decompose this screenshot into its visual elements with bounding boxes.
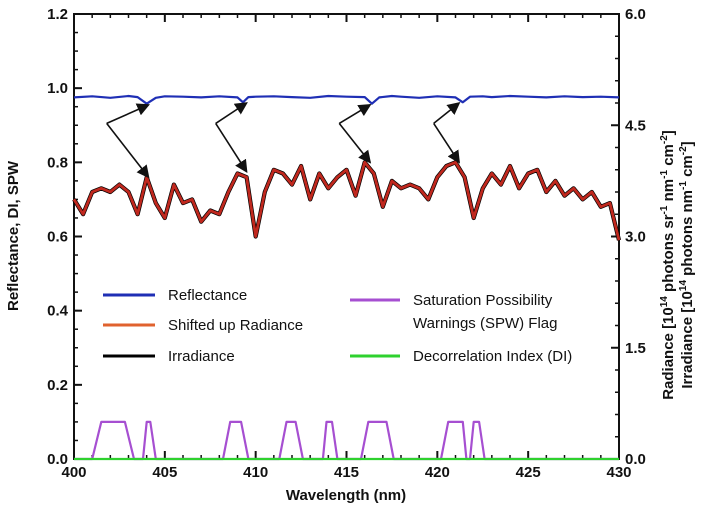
x-tick-label: 415 (334, 464, 359, 481)
reflectance-line (73, 94, 620, 105)
x-tick-label: 430 (606, 464, 631, 481)
annotation-arrow (106, 103, 150, 125)
y-left-tick-label: 0.4 (47, 303, 69, 320)
y-right-axis-label-radiance: Radiance [1014 photons sr-1 nm-1 cm-2] (659, 130, 677, 400)
legend-label-di: Decorrelation Index (DI) (413, 348, 572, 365)
y-right-tick-label: 3.0 (625, 229, 646, 246)
x-ticks: 400 405 410 415 420 425 430 (61, 14, 632, 481)
y-right-tick-label: 1.5 (625, 340, 646, 357)
legend-label-spw-line2: Warnings (SPW) Flag (413, 315, 557, 332)
plot-frame (73, 13, 620, 460)
legend-label-irradiance: Irradiance (168, 348, 235, 365)
annotation-arrow (106, 122, 150, 179)
y-right-tick-label: 0.0 (625, 451, 646, 468)
annotation-arrow (215, 102, 248, 125)
x-tick-label: 400 (61, 464, 86, 481)
x-tick-label: 425 (516, 464, 541, 481)
y-right-ticks: 0.0 1.5 3.0 4.5 6.0 (611, 6, 646, 468)
annotation-arrow (433, 122, 461, 164)
radiance-line (72, 160, 621, 241)
y-left-tick-label: 0.2 (47, 377, 68, 394)
x-axis-label: Wavelength (nm) (286, 487, 406, 504)
annotation-arrow (338, 104, 372, 125)
legend-label-reflectance: Reflectance (168, 287, 247, 304)
y-left-tick-label: 0.6 (47, 229, 68, 246)
series-layer (72, 94, 622, 461)
annotation-arrow (433, 101, 461, 125)
legend-label-spw-line1: Saturation Possibility (413, 292, 553, 309)
y-left-tick-label: 1.2 (47, 6, 68, 23)
y-left-ticks: 0.0 0.2 0.4 0.6 0.8 1.0 1.2 (47, 6, 82, 468)
y-right-axis-label-irradiance: Irradiance [1014 photons nm-1 cm-2] (678, 141, 696, 388)
legend-label-shifted-radiance: Shifted up Radiance (168, 317, 303, 334)
y-left-tick-label: 0.0 (47, 451, 68, 468)
legend: Reflectance Shifted up Radiance Irradian… (103, 287, 572, 365)
x-tick-label: 420 (425, 464, 450, 481)
y-left-tick-label: 1.0 (47, 80, 68, 97)
x-tick-label: 405 (152, 464, 177, 481)
y-left-tick-label: 0.8 (47, 154, 68, 171)
annotation-arrow (215, 122, 248, 173)
y-left-axis-label: Reflectance, DI, SPW (5, 160, 22, 311)
y-right-tick-label: 4.5 (625, 117, 646, 134)
annotation-arrow (338, 122, 372, 164)
x-tick-label: 410 (243, 464, 268, 481)
annotation-layer (106, 101, 461, 179)
y-right-tick-label: 6.0 (625, 6, 646, 23)
